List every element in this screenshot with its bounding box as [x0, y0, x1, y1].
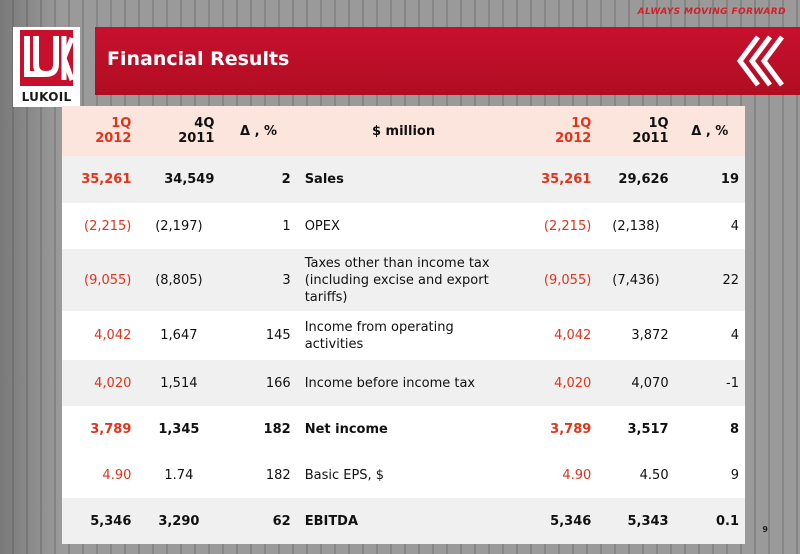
cell-label: Taxes other than income tax (including e…: [304, 255, 490, 305]
cell-1q-2012: (2,215): [84, 218, 132, 234]
cell-delta-q: 145: [265, 328, 291, 343]
cell-label: Net income: [304, 421, 388, 437]
cell-label: EBITDA: [304, 513, 359, 529]
cell-delta-q: 1: [282, 218, 291, 234]
cell-delta-y: 4: [730, 218, 739, 234]
cell-1q-2012-b: 5,346: [550, 513, 592, 529]
cell-delta-y: -1: [726, 375, 739, 391]
col-header-delta-y: Δ , %: [691, 123, 729, 139]
cell-1q-2012: 35,261: [81, 172, 132, 187]
cell-4q-2011: 3,290: [158, 513, 200, 529]
table-row: (9,055) (8,805) 3 Taxes other than incom…: [62, 249, 745, 311]
col-header-1q-2011: 1Q 2011: [632, 116, 669, 146]
col-header-1q-2012: 1Q 2012: [95, 116, 132, 146]
page-number: 9: [762, 525, 768, 534]
cell-1q-2012-b: (9,055): [543, 272, 592, 288]
page-title: Financial Results: [107, 48, 290, 70]
cell-delta-q: 62: [272, 513, 291, 529]
cell-4q-2011: 1,647: [160, 328, 198, 343]
cell-label: Income from operating activities: [304, 319, 454, 352]
cell-1q-2012-b: 35,261: [541, 172, 592, 187]
cell-1q-2012-b: 3,789: [550, 421, 592, 437]
cell-4q-2011: 34,549: [164, 172, 215, 187]
cell-delta-q: 182: [265, 467, 291, 483]
cell-delta-q: 166: [265, 375, 291, 391]
cell-1q-2011: 3,517: [627, 421, 669, 437]
cell-delta-y: 4: [730, 328, 739, 343]
cell-1q-2011: 4,070: [631, 375, 669, 391]
cell-1q-2011: 3,872: [631, 328, 669, 343]
table-header-row: 1Q 2012 4Q 2011 Δ , % $ million 1Q 2012 …: [62, 106, 745, 156]
table-row: 4.90 1.74 182 Basic EPS, $ 4.90 4.50 9: [62, 452, 745, 498]
logo-text: LUKOIL: [21, 90, 72, 104]
cell-1q-2012-b: (2,215): [543, 218, 592, 234]
cell-1q-2012-b: 4,020: [554, 375, 592, 391]
cell-4q-2011: (8,805): [155, 272, 203, 288]
cell-1q-2012: 3,789: [90, 421, 132, 437]
cell-4q-2011: 1,345: [158, 421, 200, 437]
cell-label: OPEX: [304, 218, 340, 234]
table-row: 3,789 1,345 182 Net income 3,789 3,517 8: [62, 406, 745, 452]
cell-1q-2012: (9,055): [84, 272, 132, 288]
cell-delta-y: 8: [729, 421, 739, 437]
cell-delta-q: 2: [281, 172, 291, 187]
table-row: 4,042 1,647 145 Income from operating ac…: [62, 311, 745, 360]
cell-1q-2011: 5,343: [627, 513, 669, 529]
table-row: 4,020 1,514 166 Income before income tax…: [62, 360, 745, 406]
title-bar: Financial Results: [95, 27, 800, 95]
cell-1q-2012: 4,020: [94, 375, 132, 391]
cell-1q-2012: 4.90: [102, 467, 132, 483]
cell-delta-q: 3: [282, 272, 291, 288]
table-row: 5,346 3,290 62 EBITDA 5,346 5,343 0.1: [62, 498, 745, 544]
cell-delta-y: 19: [720, 172, 739, 187]
cell-delta-q: 182: [263, 421, 291, 437]
table-row: 35,261 34,549 2 Sales 35,261 29,626 19: [62, 156, 745, 203]
cell-1q-2012: 5,346: [90, 513, 132, 529]
cell-1q-2011: 4.50: [639, 467, 669, 483]
lukoil-logo-icon: [20, 30, 73, 86]
cell-delta-y: 0.1: [715, 513, 739, 529]
cell-1q-2012-b: 4.90: [562, 467, 592, 483]
lukoil-logo: LUKOIL: [13, 27, 80, 107]
table-row: (2,215) (2,197) 1 OPEX (2,215) (2,138) 4: [62, 203, 745, 249]
col-header-1q-2012-b: 1Q 2012: [555, 116, 592, 146]
cell-label: Income before income tax: [304, 375, 476, 391]
cell-label: Sales: [304, 172, 344, 187]
cell-1q-2011: (2,138): [612, 218, 660, 234]
chevrons-icon: [736, 35, 784, 87]
cell-4q-2011: (2,197): [155, 218, 203, 234]
tagline: ALWAYS MOVING FORWARD: [637, 7, 786, 17]
financial-results-table: 1Q 2012 4Q 2011 Δ , % $ million 1Q 2012 …: [62, 106, 745, 544]
col-header-4q-2011: 4Q 2011: [178, 116, 215, 146]
col-header-label: $ million: [371, 123, 436, 139]
cell-1q-2011: (7,436): [612, 272, 660, 288]
cell-4q-2011: 1,514: [160, 375, 198, 391]
cell-1q-2012-b: 4,042: [554, 328, 592, 343]
cell-delta-y: 9: [730, 467, 739, 483]
cell-4q-2011: 1.74: [164, 467, 194, 483]
col-header-delta-q: Δ , %: [240, 123, 278, 139]
cell-delta-y: 22: [722, 272, 739, 288]
cell-1q-2012: 4,042: [94, 328, 132, 343]
cell-1q-2011: 29,626: [618, 172, 669, 187]
cell-label: Basic EPS, $: [304, 467, 385, 483]
